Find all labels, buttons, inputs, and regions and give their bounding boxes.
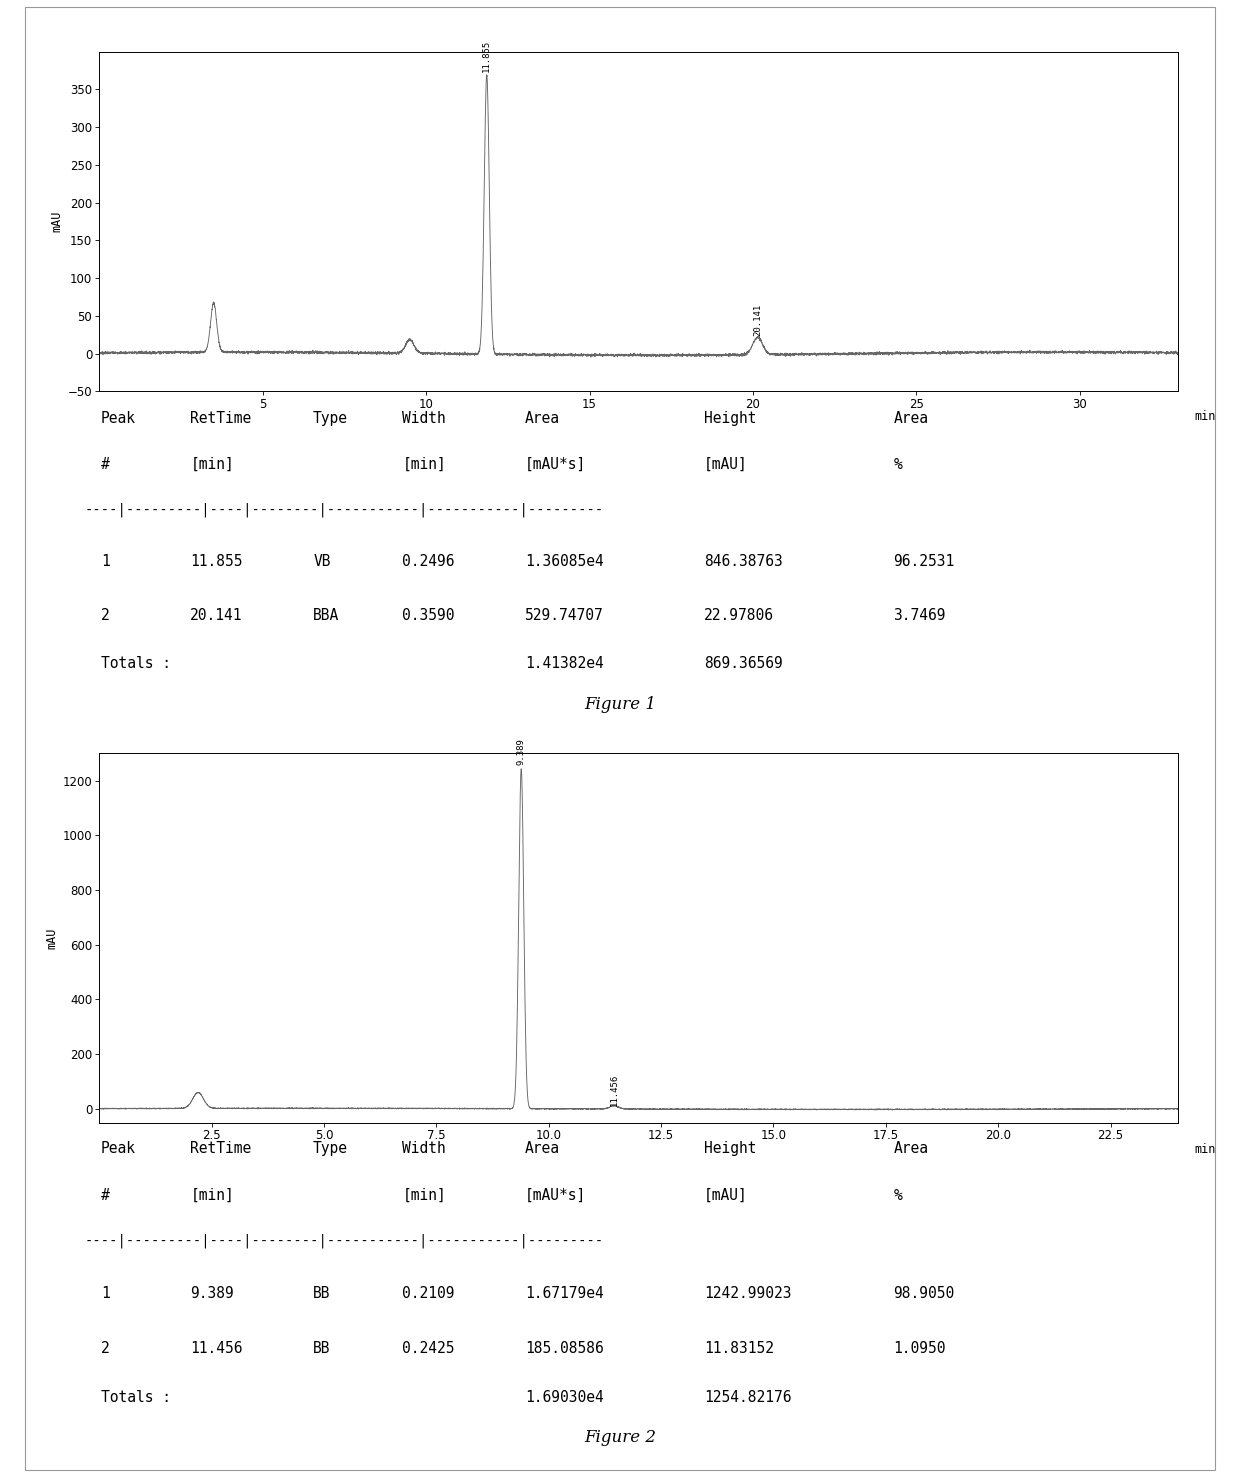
Text: [min]: [min] — [191, 1188, 234, 1202]
Text: Totals :: Totals : — [102, 1390, 171, 1405]
Text: 185.08586: 185.08586 — [526, 1341, 604, 1356]
Text: VB: VB — [312, 554, 331, 569]
Text: 20.141: 20.141 — [191, 607, 243, 622]
Text: Height: Height — [703, 1142, 756, 1156]
Text: #: # — [102, 456, 110, 473]
Text: 0.2425: 0.2425 — [402, 1341, 455, 1356]
Text: Area: Area — [526, 411, 560, 427]
Text: ----|---------|----|--------|-----------|-----------|---------: ----|---------|----|--------|-----------… — [84, 502, 604, 517]
Text: 11.456: 11.456 — [191, 1341, 243, 1356]
Text: BB: BB — [312, 1341, 331, 1356]
Text: Type: Type — [312, 1142, 348, 1156]
Text: ----|---------|----|--------|-----------|-----------|---------: ----|---------|----|--------|-----------… — [84, 1233, 604, 1248]
Text: Totals :: Totals : — [102, 656, 171, 671]
Text: %: % — [893, 456, 903, 473]
Text: 1.36085e4: 1.36085e4 — [526, 554, 604, 569]
Text: [mAU]: [mAU] — [703, 1188, 748, 1202]
Text: Peak: Peak — [102, 1142, 136, 1156]
Text: [mAU]: [mAU] — [703, 456, 748, 473]
Text: 11.456: 11.456 — [610, 1074, 619, 1105]
Text: 0.3590: 0.3590 — [402, 607, 455, 622]
Text: RetTime: RetTime — [191, 1142, 252, 1156]
Text: 98.9050: 98.9050 — [893, 1286, 955, 1301]
Text: Width: Width — [402, 411, 446, 427]
Text: #: # — [102, 1188, 110, 1202]
Text: [min]: [min] — [402, 456, 446, 473]
Text: %: % — [893, 1188, 903, 1202]
Text: 2: 2 — [102, 607, 110, 622]
X-axis label: min: min — [1194, 1143, 1215, 1156]
X-axis label: min: min — [1194, 411, 1215, 422]
Y-axis label: mAU: mAU — [46, 928, 58, 948]
Text: Height: Height — [703, 411, 756, 427]
Text: RetTime: RetTime — [191, 411, 252, 427]
Text: [mAU*s]: [mAU*s] — [526, 1188, 587, 1202]
Text: 0.2109: 0.2109 — [402, 1286, 455, 1301]
Text: 9.389: 9.389 — [191, 1286, 234, 1301]
Text: 1242.99023: 1242.99023 — [703, 1286, 791, 1301]
Y-axis label: mAU: mAU — [51, 211, 63, 232]
Text: 1: 1 — [102, 1286, 110, 1301]
Text: 9.389: 9.389 — [517, 738, 526, 765]
Text: 0.2496: 0.2496 — [402, 554, 455, 569]
Text: Type: Type — [312, 411, 348, 427]
Text: Figure 2: Figure 2 — [584, 1428, 656, 1446]
Text: [min]: [min] — [191, 456, 234, 473]
Text: 846.38763: 846.38763 — [703, 554, 782, 569]
Text: Area: Area — [893, 1142, 929, 1156]
Text: [min]: [min] — [402, 1188, 446, 1202]
Text: BB: BB — [312, 1286, 331, 1301]
Text: 20.141: 20.141 — [753, 304, 763, 337]
Text: 1.0950: 1.0950 — [893, 1341, 946, 1356]
Text: Width: Width — [402, 1142, 446, 1156]
Text: 1.41382e4: 1.41382e4 — [526, 656, 604, 671]
Text: 529.74707: 529.74707 — [526, 607, 604, 622]
Text: 1.67179e4: 1.67179e4 — [526, 1286, 604, 1301]
Text: Figure 1: Figure 1 — [584, 696, 656, 713]
Text: 11.83152: 11.83152 — [703, 1341, 774, 1356]
Text: 1.69030e4: 1.69030e4 — [526, 1390, 604, 1405]
Text: [mAU*s]: [mAU*s] — [526, 456, 587, 473]
Text: 1254.82176: 1254.82176 — [703, 1390, 791, 1405]
Text: 22.97806: 22.97806 — [703, 607, 774, 622]
Text: Area: Area — [526, 1142, 560, 1156]
Text: BBA: BBA — [312, 607, 340, 622]
Text: 869.36569: 869.36569 — [703, 656, 782, 671]
Text: 3.7469: 3.7469 — [893, 607, 946, 622]
Text: 11.855: 11.855 — [482, 40, 491, 71]
Text: 11.855: 11.855 — [191, 554, 243, 569]
Text: Peak: Peak — [102, 411, 136, 427]
Text: 1: 1 — [102, 554, 110, 569]
Text: Area: Area — [893, 411, 929, 427]
Text: 96.2531: 96.2531 — [893, 554, 955, 569]
Text: 2: 2 — [102, 1341, 110, 1356]
